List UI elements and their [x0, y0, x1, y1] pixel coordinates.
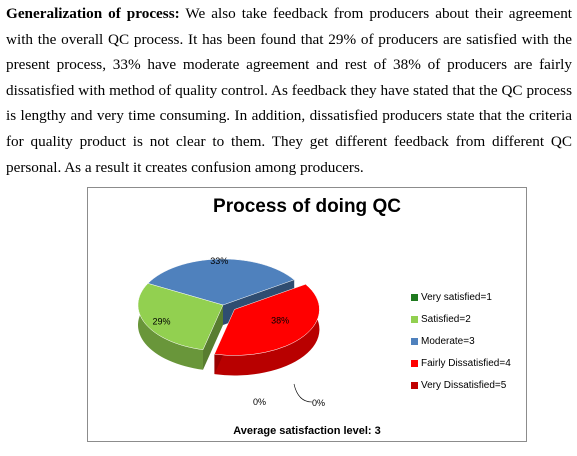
chart-legend: Very satisfied=1 Satisfied=2 Moderate=3 … — [411, 286, 511, 396]
data-label: 33% — [210, 256, 228, 266]
legend-item: Fairly Dissatisfied=4 — [411, 352, 511, 374]
chart-frame: Process of doing QC 33% 38% 29% 0% 0% Very s… — [87, 187, 527, 442]
legend-label: Moderate=3 — [421, 335, 475, 347]
legend-swatch — [411, 337, 418, 345]
legend-item: Very satisfied=1 — [411, 286, 511, 308]
data-label: 29% — [153, 317, 171, 327]
pie-slice-wall — [214, 284, 320, 376]
legend-label: Very Dissatisfied=5 — [421, 379, 507, 391]
chart-title: Process of doing QC — [213, 196, 401, 217]
legend-item: Satisfied=2 — [411, 308, 511, 330]
legend-swatch — [411, 293, 418, 301]
paragraph-body: We also take feedback from producers abo… — [6, 5, 573, 176]
legend-item: Very Dissatisfied=5 — [411, 374, 511, 396]
pie-labels: 33% 38% 29% 0% 0% — [153, 256, 325, 408]
pie-slice — [147, 258, 295, 306]
legend-label: Fairly Dissatisfied=4 — [421, 357, 511, 369]
data-label: 0% — [312, 398, 325, 408]
legend-swatch — [411, 315, 418, 323]
paragraph: Generalization of process: We also take … — [6, 1, 572, 180]
paragraph-heading: Generalization of process: — [6, 5, 180, 22]
pie-slice-wall — [138, 283, 204, 370]
data-label: 38% — [271, 315, 289, 325]
data-label: 0% — [253, 397, 266, 407]
pie-chart: 33% 38% 29% 0% 0% — [137, 256, 325, 408]
pie-tops — [137, 258, 320, 356]
pie-slice — [137, 283, 224, 350]
legend-label: Satisfied=2 — [421, 313, 471, 325]
legend-swatch — [411, 381, 418, 389]
legend-label: Very satisfied=1 — [421, 291, 492, 303]
pie-slice — [214, 283, 320, 356]
legend-item: Moderate=3 — [411, 330, 511, 352]
legend-swatch — [411, 359, 418, 367]
leader-line — [293, 383, 313, 403]
chart-footer: Average satisfaction level: 3 — [233, 425, 381, 437]
